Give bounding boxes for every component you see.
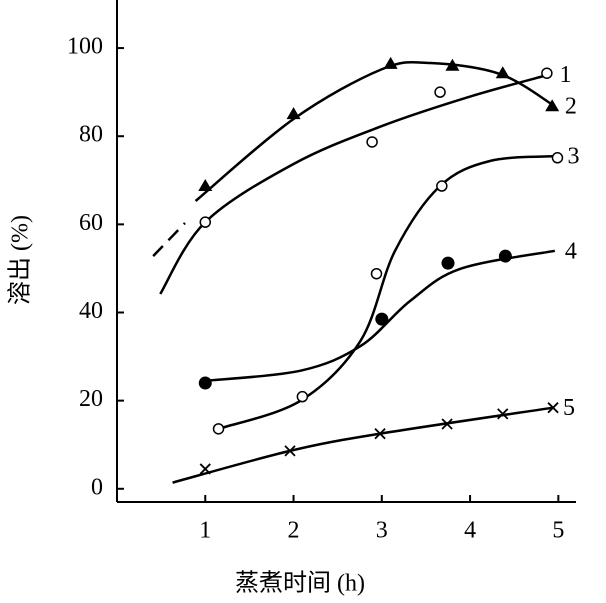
- x-axis-title: 蒸煮时间 (h): [235, 570, 365, 597]
- marker: [541, 67, 553, 79]
- y-tick-label: 80: [79, 122, 103, 148]
- marker: [497, 408, 509, 420]
- marker: [498, 249, 512, 263]
- marker: [441, 256, 455, 270]
- marker: [445, 58, 460, 71]
- y-tick-label: 0: [91, 474, 103, 500]
- x-tick-label: 4: [464, 518, 476, 544]
- marker: [495, 66, 510, 79]
- marker: [383, 56, 398, 69]
- marker: [199, 463, 211, 475]
- series-label: 5: [563, 395, 575, 421]
- fit-curve: [205, 249, 556, 383]
- marker: [212, 423, 225, 435]
- y-tick-label: 100: [67, 34, 103, 60]
- y-tick-label: 20: [79, 386, 103, 412]
- marker: [436, 180, 448, 192]
- fit-curve: [159, 73, 550, 295]
- y-tick-label: 40: [79, 298, 103, 324]
- marker: [286, 107, 301, 120]
- y-axis-title: 溶出 (%): [7, 215, 34, 305]
- marker: [375, 312, 389, 326]
- marker: [370, 267, 383, 280]
- x-tick-label: 1: [199, 518, 211, 544]
- marker: [198, 376, 212, 390]
- x-tick-label: 3: [376, 518, 388, 544]
- marker: [547, 402, 559, 414]
- marker: [366, 136, 378, 148]
- fit-curve: [194, 60, 556, 202]
- marker: [199, 216, 212, 228]
- y-tick-label: 60: [79, 210, 103, 236]
- marker: [551, 152, 564, 164]
- fit-curve: [172, 406, 554, 484]
- fit-curve: [218, 154, 558, 431]
- marker: [284, 445, 296, 457]
- marker: [296, 390, 309, 403]
- series-label: 2: [565, 94, 577, 120]
- series-label: 3: [567, 144, 579, 170]
- marker: [434, 86, 446, 98]
- marker: [198, 179, 213, 192]
- x-tick-label: 5: [552, 518, 564, 544]
- marker: [441, 418, 453, 430]
- series-label: 4: [565, 238, 577, 264]
- marker: [545, 99, 560, 112]
- series-label: 1: [560, 62, 572, 88]
- marker: [374, 428, 386, 440]
- fit-extension: [152, 222, 186, 257]
- x-tick-label: 2: [288, 518, 300, 544]
